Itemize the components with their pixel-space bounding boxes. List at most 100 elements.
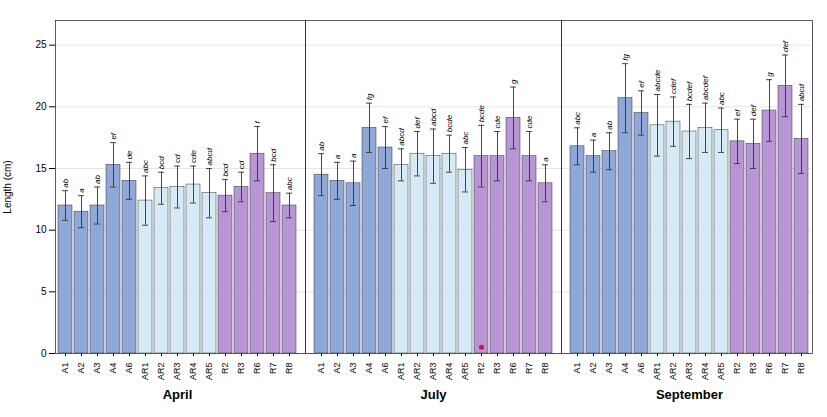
- svg-text:A6: A6: [124, 363, 134, 374]
- svg-text:g: g: [765, 72, 774, 77]
- svg-text:AR5: AR5: [716, 363, 726, 381]
- svg-text:AR2: AR2: [668, 363, 678, 381]
- svg-text:A1: A1: [316, 363, 326, 374]
- svg-text:AR4: AR4: [444, 363, 454, 381]
- svg-text:A3: A3: [604, 363, 614, 374]
- svg-text:a: a: [77, 188, 86, 193]
- svg-text:R2: R2: [476, 363, 486, 375]
- svg-text:10: 10: [35, 224, 47, 235]
- svg-text:bcde: bcde: [477, 104, 486, 122]
- svg-text:AR5: AR5: [204, 363, 214, 381]
- svg-text:cdef: cdef: [669, 78, 678, 94]
- svg-text:abcd: abcd: [429, 108, 438, 126]
- svg-text:R8: R8: [284, 363, 294, 375]
- svg-text:20: 20: [35, 101, 47, 112]
- svg-text:R3: R3: [748, 363, 758, 375]
- svg-text:A4: A4: [620, 363, 630, 374]
- svg-text:fg: fg: [621, 53, 630, 60]
- svg-text:R6: R6: [252, 363, 262, 375]
- svg-text:abc: abc: [285, 177, 294, 190]
- svg-text:abcd: abcd: [797, 83, 806, 101]
- svg-text:A3: A3: [348, 363, 358, 374]
- svg-text:cde: cde: [189, 150, 198, 163]
- svg-text:AR3: AR3: [684, 363, 694, 381]
- svg-text:def: def: [749, 104, 758, 116]
- svg-text:de: de: [125, 150, 134, 159]
- svg-text:AR1: AR1: [140, 363, 150, 381]
- svg-text:Length (cm): Length (cm): [2, 160, 13, 213]
- svg-text:ab: ab: [605, 120, 614, 129]
- svg-text:September: September: [656, 387, 723, 402]
- svg-text:ab: ab: [93, 175, 102, 184]
- svg-text:R7: R7: [268, 363, 278, 375]
- svg-text:A3: A3: [92, 363, 102, 374]
- svg-text:15: 15: [35, 163, 47, 174]
- svg-text:AR1: AR1: [652, 363, 662, 381]
- svg-text:R3: R3: [236, 363, 246, 375]
- svg-text:AR4: AR4: [188, 363, 198, 381]
- svg-text:abc: abc: [573, 112, 582, 125]
- svg-text:cd: cd: [173, 154, 182, 163]
- svg-text:a: a: [541, 157, 550, 162]
- svg-text:a: a: [349, 153, 358, 158]
- svg-text:abc: abc: [461, 132, 470, 145]
- svg-text:AR1: AR1: [396, 363, 406, 381]
- svg-text:25: 25: [35, 39, 47, 50]
- svg-text:AR4: AR4: [700, 363, 710, 381]
- svg-text:bcdef: bcdef: [685, 81, 694, 101]
- svg-text:A2: A2: [332, 363, 342, 374]
- svg-text:R8: R8: [796, 363, 806, 375]
- svg-text:ef: ef: [381, 116, 390, 123]
- svg-text:a: a: [333, 154, 342, 159]
- svg-text:f: f: [253, 121, 262, 124]
- svg-text:abcdef: abcdef: [701, 75, 710, 100]
- svg-text:bcd: bcd: [157, 156, 166, 169]
- svg-text:AR2: AR2: [156, 363, 166, 381]
- svg-text:5: 5: [41, 286, 47, 297]
- svg-text:July: July: [420, 387, 447, 402]
- svg-text:A4: A4: [108, 363, 118, 374]
- svg-text:ef: ef: [637, 80, 646, 87]
- svg-text:A6: A6: [380, 363, 390, 374]
- svg-text:AR3: AR3: [172, 363, 182, 381]
- svg-text:fg: fg: [365, 93, 374, 100]
- svg-text:bcde: bcde: [445, 114, 454, 132]
- svg-text:abcde: abcde: [653, 69, 662, 91]
- svg-text:R6: R6: [764, 363, 774, 375]
- svg-text:bcd: bcd: [269, 148, 278, 161]
- svg-text:R8: R8: [540, 363, 550, 375]
- svg-text:abc: abc: [717, 92, 726, 105]
- svg-text:A2: A2: [588, 363, 598, 374]
- svg-text:ef: ef: [733, 109, 742, 116]
- svg-text:abcd: abcd: [205, 148, 214, 166]
- svg-text:April: April: [163, 387, 193, 402]
- svg-text:A4: A4: [364, 363, 374, 374]
- svg-text:R7: R7: [524, 363, 534, 375]
- svg-text:abc: abc: [141, 160, 150, 173]
- svg-text:cd: cd: [237, 160, 246, 169]
- svg-text:cde: cde: [493, 115, 502, 128]
- svg-text:R6: R6: [508, 363, 518, 375]
- svg-text:abcd: abcd: [397, 128, 406, 146]
- svg-text:AR5: AR5: [460, 363, 470, 381]
- svg-text:R3: R3: [492, 363, 502, 375]
- svg-text:AR3: AR3: [428, 363, 438, 381]
- svg-text:A6: A6: [636, 363, 646, 374]
- svg-text:AR2: AR2: [412, 363, 422, 381]
- svg-text:def: def: [413, 117, 422, 129]
- svg-text:A1: A1: [572, 363, 582, 374]
- svg-text:R2: R2: [732, 363, 742, 375]
- svg-text:a: a: [589, 132, 598, 137]
- svg-text:g: g: [509, 79, 518, 84]
- svg-text:def: def: [781, 40, 790, 52]
- svg-text:ab: ab: [61, 178, 70, 187]
- svg-text:R7: R7: [780, 363, 790, 375]
- svg-text:R2: R2: [220, 363, 230, 375]
- svg-text:A1: A1: [60, 363, 70, 374]
- svg-text:ab: ab: [317, 141, 326, 150]
- svg-text:A2: A2: [76, 363, 86, 374]
- svg-text:bcd: bcd: [221, 163, 230, 176]
- svg-text:0: 0: [41, 348, 47, 359]
- svg-text:cde: cde: [525, 115, 534, 128]
- svg-text:ef: ef: [109, 132, 118, 139]
